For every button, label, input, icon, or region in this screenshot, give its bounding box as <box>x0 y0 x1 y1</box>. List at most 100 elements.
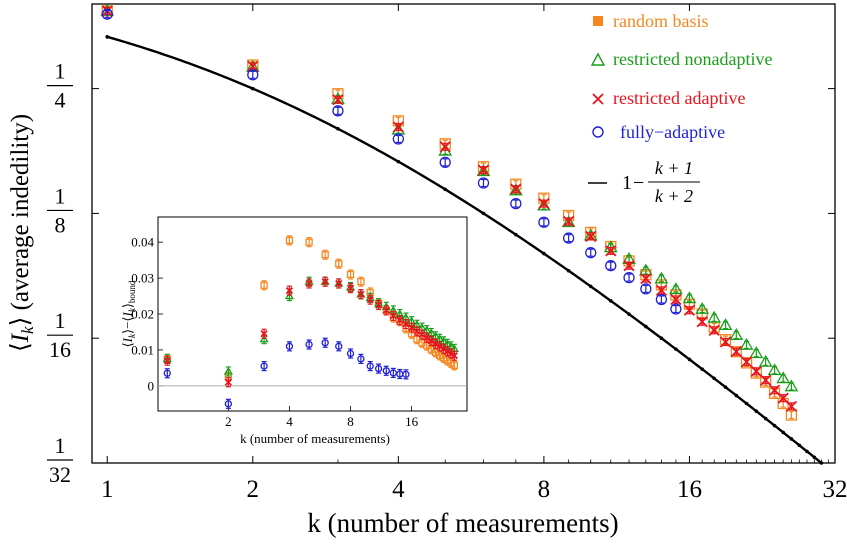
inset-y-tick-label: 0.02 <box>131 307 154 322</box>
data-point-fully-adaptive <box>247 69 259 81</box>
data-point-restricted-nonadaptive <box>508 183 523 196</box>
y-label-bracket-close: ⟩ <box>7 317 34 327</box>
y-tick-denominator: 8 <box>55 212 66 237</box>
y-tick-numerator: 1 <box>55 59 66 84</box>
inset-y-sub3: bound <box>127 280 137 303</box>
legend-label-restricted-nonadaptive: restricted nonadaptive <box>613 49 772 69</box>
inset-y-var2: I <box>120 312 135 318</box>
inset-data-point-fully-adaptive <box>346 349 355 358</box>
legend-label-restricted-adaptive: restricted adaptive <box>613 88 745 108</box>
data-point-restricted-nonadaptive <box>476 164 491 177</box>
inset-y-axis-label: ⟨Ik⟩−⟨Ik⟩bound <box>120 280 137 347</box>
data-point-restricted-nonadaptive <box>682 291 697 304</box>
inset-data-point-restricted-adaptive <box>163 357 171 365</box>
legend-bound-one: 1 <box>622 172 632 194</box>
data-point-restricted-nonadaptive <box>707 310 722 323</box>
data-point-restricted-adaptive <box>708 324 720 336</box>
data-point-restricted-nonadaptive <box>749 346 764 359</box>
legend-bound-numerator: k + 1 <box>655 158 693 178</box>
inset-data-point-restricted-adaptive <box>396 316 404 324</box>
inset-data-point-restricted-adaptive <box>402 320 410 328</box>
data-point-fully-adaptive <box>623 271 635 284</box>
data-point-fully-adaptive <box>655 293 668 306</box>
data-point-fully-adaptive <box>585 247 597 259</box>
inset-x-tick-label: 8 <box>347 414 354 429</box>
inset-data-point-fully-adaptive <box>402 370 410 379</box>
inset-data-point-restricted-adaptive <box>321 278 329 286</box>
data-point-restricted-nonadaptive <box>669 282 683 295</box>
data-point-restricted-adaptive <box>605 245 617 257</box>
data-point-restricted-adaptive <box>683 304 696 316</box>
data-point-restricted-nonadaptive <box>537 198 551 211</box>
inset-data-point-restricted-adaptive <box>382 306 390 315</box>
inset-data-point-fully-adaptive <box>374 364 383 373</box>
inset-data-point-restricted-adaptive <box>389 312 397 320</box>
bound-point <box>763 416 768 421</box>
data-point-restricted-adaptive <box>538 197 550 210</box>
inset-data-point-restricted-adaptive <box>224 378 233 386</box>
inset-data-point-random-basis <box>260 281 268 289</box>
inset-data-point-fully-adaptive <box>321 339 329 347</box>
data-point-fully-adaptive <box>670 303 682 315</box>
bound-point <box>588 284 593 289</box>
data-point-restricted-adaptive <box>655 284 668 297</box>
data-point-restricted-adaptive <box>510 183 522 195</box>
inset-data-point-restricted-adaptive <box>366 295 374 304</box>
data-point-restricted-nonadaptive <box>718 318 733 331</box>
series-fully-adaptive <box>101 8 682 315</box>
data-point-restricted-adaptive <box>332 94 344 106</box>
y-tick-denominator: 32 <box>49 462 71 487</box>
bound-point <box>797 443 802 448</box>
inset-y-tick-label: 0.04 <box>131 235 154 250</box>
data-point-restricted-adaptive <box>785 400 798 413</box>
x-tick-label: 32 <box>823 476 847 503</box>
inset-data-point-restricted-adaptive <box>407 324 416 332</box>
data-point-restricted-adaptive <box>623 260 635 272</box>
inset-y-tick-label: 0.01 <box>131 342 154 357</box>
inset-series-restricted-adaptive <box>163 276 459 388</box>
legend-marker-fully-adaptive <box>592 126 604 138</box>
inset-data-point-restricted-adaptive <box>346 284 355 292</box>
bound-point <box>789 437 794 441</box>
inset-data-point-fully-adaptive <box>285 342 294 350</box>
bound-point <box>396 159 401 164</box>
inset-data-point-fully-adaptive <box>357 355 365 363</box>
data-point-restricted-nonadaptive <box>729 328 744 340</box>
inset-data-point-random-basis <box>335 260 343 268</box>
y-label-bracket-open: ⟨ <box>7 342 34 352</box>
bound-point <box>336 126 340 131</box>
legend-marker-restricted-adaptive <box>592 93 604 105</box>
data-point-fully-adaptive <box>605 260 617 272</box>
y-tick-denominator: 4 <box>55 88 66 113</box>
bound-point <box>608 299 613 303</box>
data-point-restricted-nonadaptive <box>695 301 710 314</box>
data-point-restricted-adaptive <box>585 230 597 243</box>
inset-data-point-random-basis <box>450 361 459 370</box>
data-point-restricted-nonadaptive <box>776 371 791 384</box>
legend-marker-random-basis <box>593 16 603 26</box>
inset-data-point-fully-adaptive <box>163 369 171 377</box>
inset-y-tick-label: 0 <box>148 378 155 393</box>
inset-x-tick-label: 2 <box>225 414 232 429</box>
data-point-restricted-adaptive <box>247 60 259 72</box>
inset-y-sub1: k <box>127 333 137 338</box>
bound-point <box>744 401 749 406</box>
inset-data-point-fully-adaptive <box>389 369 397 377</box>
series-restricted-adaptive <box>101 5 798 413</box>
y-label-sub: k <box>18 326 37 334</box>
data-point-fully-adaptive <box>562 232 575 244</box>
bound-point <box>734 393 739 398</box>
legend-marker-restricted-nonadaptive <box>590 52 606 66</box>
inset-data-point-restricted-adaptive <box>260 330 268 338</box>
bound-point <box>443 187 448 192</box>
inset-data-point-random-basis <box>346 270 355 279</box>
bound-point <box>659 336 664 341</box>
bound-point <box>781 430 785 435</box>
bound-point <box>805 449 809 454</box>
data-point-restricted-adaptive <box>670 293 682 306</box>
y-tick-denominator: 16 <box>49 337 71 362</box>
inset-data-point-fully-adaptive <box>382 367 390 375</box>
data-point-restricted-adaptive <box>696 316 708 328</box>
bound-point <box>687 357 692 362</box>
data-point-fully-adaptive <box>439 156 451 168</box>
